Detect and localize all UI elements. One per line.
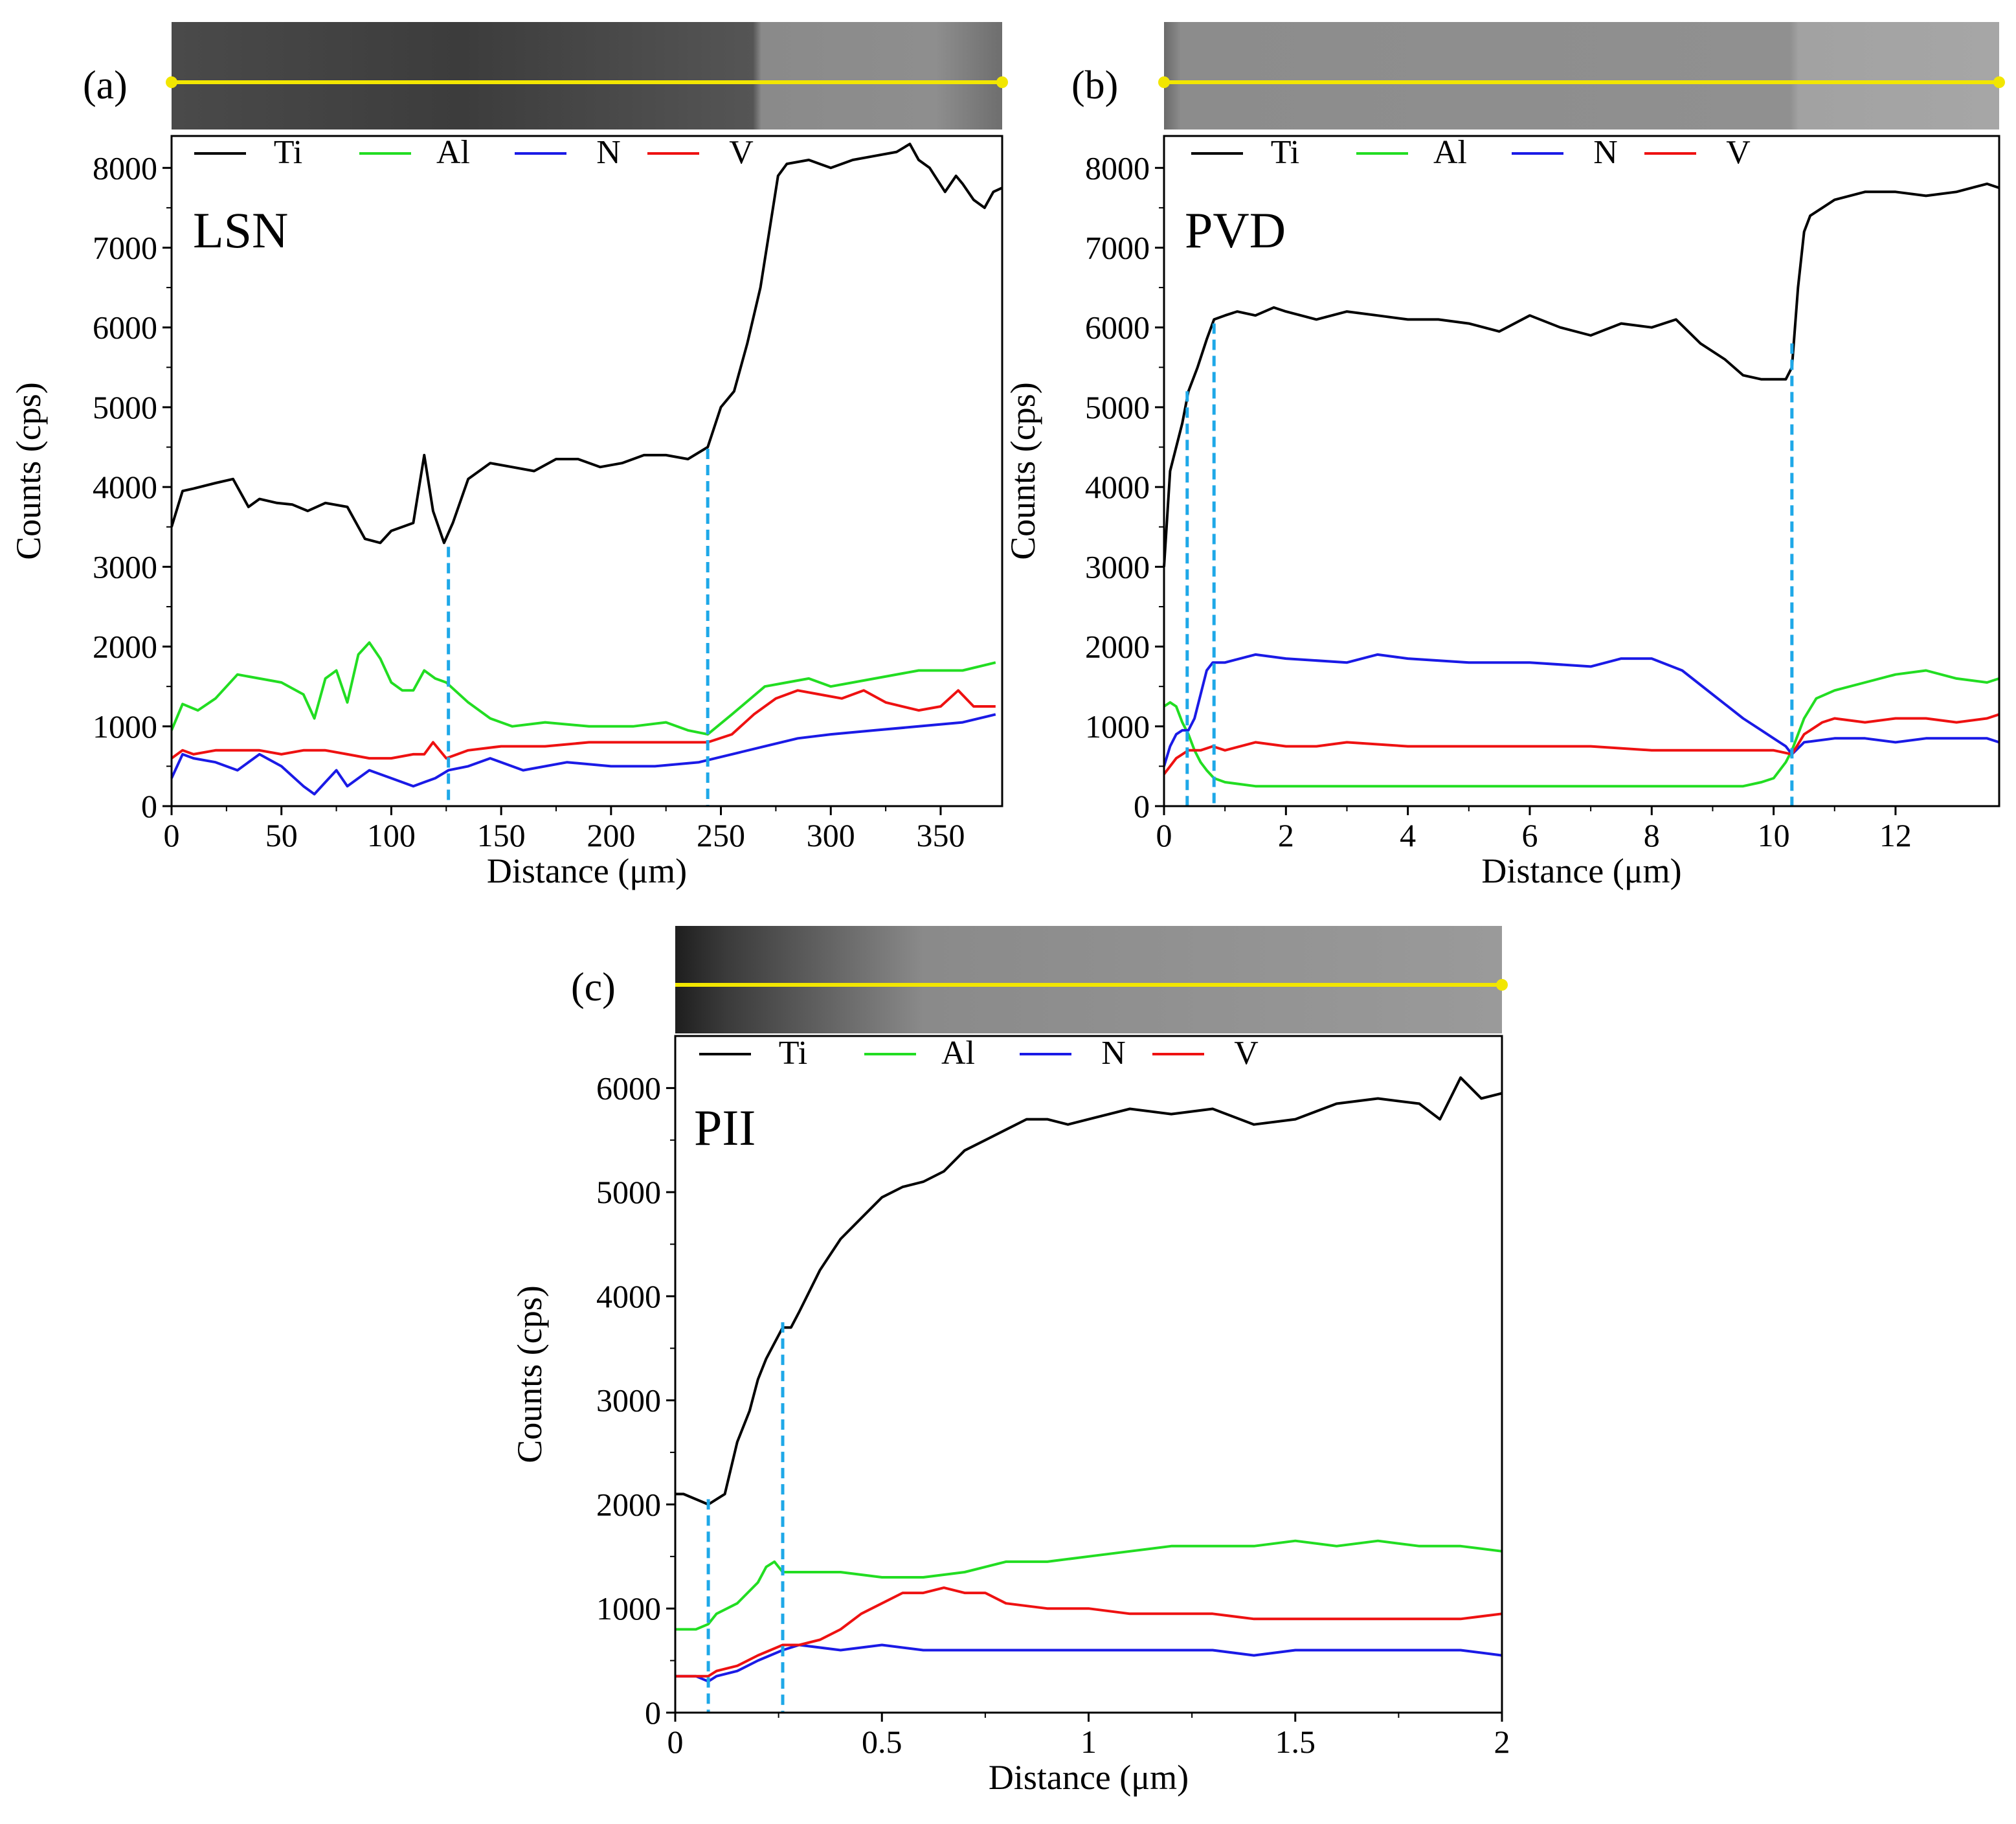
chart-3-series-n — [675, 1643, 1503, 1683]
chart-3-series-ti — [675, 1076, 1503, 1506]
chart-3-legend-label-v: V — [1234, 1035, 1259, 1072]
chart-1-frame — [170, 135, 1003, 807]
panel-a: (a) 0 1000 2000 3000 4000 5000 6000 7000 8000 0 50… — [9, 22, 1008, 890]
chart-2-x-tick-label: 12 — [1879, 817, 1912, 853]
chart-3-y-tick-label: 1000 — [596, 1590, 661, 1627]
chart-1-x-tick-label: 100 — [367, 817, 416, 853]
chart-1-x-tick-label: 150 — [477, 817, 526, 853]
panel-b-sample-label: PVD — [1185, 202, 1286, 258]
panel-c-scan-end — [1496, 979, 1508, 991]
panel-b-scan-end — [1993, 76, 2005, 88]
chart-1-x-tick-label: 200 — [587, 817, 635, 853]
chart-3-y-tick-label: 2000 — [596, 1486, 661, 1522]
chart-2-legend-label-v: V — [1726, 134, 1751, 171]
panel-b-scan-start — [1158, 76, 1170, 88]
chart-2-legend-label-n: N — [1593, 134, 1618, 171]
chart-1-y-tick-label: 7000 — [93, 230, 157, 266]
chart-2-series-n — [1163, 653, 2000, 767]
chart-2-y-tick-label: 3000 — [1085, 548, 1150, 585]
chart-3-legend-label-n: N — [1101, 1035, 1126, 1072]
chart-3-x-axis-label: Distance (μm) — [989, 1758, 1189, 1797]
chart-2-frame — [1163, 135, 2000, 807]
panel-b-label: (b) — [1071, 63, 1118, 107]
panel-a-sample-label: LSN — [193, 202, 288, 258]
chart-2-y-axis-label: Counts (cps) — [1003, 382, 1042, 559]
chart-2-series-ti — [1163, 182, 2000, 567]
chart-2-y-tick-label: 7000 — [1085, 230, 1150, 266]
panel-c-label: (c) — [571, 965, 616, 1009]
chart-1-y-axis-label: Counts (cps) — [9, 382, 48, 559]
chart-1-x-tick-label: 50 — [265, 817, 298, 853]
chart-1-y-tick-label: 2000 — [93, 629, 157, 665]
panel-c-sem-strip — [675, 926, 1502, 1033]
panel-a-label: (a) — [83, 63, 128, 107]
chart-1-x-tick-label: 300 — [807, 817, 855, 853]
chart-3-y-axis-label: Counts (cps) — [510, 1285, 549, 1463]
chart-3-x-tick-label: 1.5 — [1275, 1724, 1316, 1760]
chart-1-legend-label-al: Al — [436, 134, 470, 171]
panel-a-scan-start — [166, 76, 177, 88]
chart-2-series-v — [1163, 713, 2000, 775]
panel-b-plot: 0 1000 2000 3000 4000 5000 6000 7000 8000 0 2 4 6 8 10… — [1003, 134, 2000, 890]
panel-b: (b) 0 1000 2000 3000 4000 5000 6000 7000 8000 0 2 4… — [1003, 22, 2005, 890]
chart-2-legend-label-al: Al — [1433, 134, 1467, 171]
chart-2-y-tick-label: 5000 — [1085, 389, 1150, 425]
chart-2-x-tick-label: 4 — [1400, 817, 1416, 853]
chart-2-y-tick-label: 0 — [1134, 788, 1150, 824]
chart-2-x-tick-label: 0 — [1156, 817, 1172, 853]
chart-2-y-tick-label: 4000 — [1085, 469, 1150, 505]
chart-1-series-v — [170, 689, 996, 760]
chart-1-legend-label-v: V — [729, 134, 754, 171]
chart-1-y-tick-label: 0 — [141, 788, 157, 824]
chart-2-x-tick-label: 10 — [1758, 817, 1790, 853]
panel-a-plot: 0 1000 2000 3000 4000 5000 6000 7000 8000 0 50 100 1… — [9, 134, 1003, 890]
chart-1-x-tick-label: 250 — [697, 817, 745, 853]
chart-3-y-tick-label: 3000 — [596, 1382, 661, 1419]
chart-1-y-tick-label: 8000 — [93, 150, 157, 186]
chart-2-y-tick-label: 2000 — [1085, 629, 1150, 665]
chart-3-series-al — [675, 1539, 1503, 1631]
chart-2-y-tick-label: 1000 — [1085, 708, 1150, 745]
chart-3-y-tick-label: 0 — [645, 1695, 661, 1731]
chart-3-y-tick-label: 4000 — [596, 1278, 661, 1314]
chart-3-x-tick-label: 0 — [667, 1724, 684, 1760]
panel-c: (c) 0 1000 2000 3000 4000 5000 6000 0 0.5 1 1.5 2 Di… — [510, 926, 1510, 1797]
chart-3-frame — [674, 1035, 1503, 1714]
chart-3-legend-label-ti: Ti — [779, 1035, 807, 1072]
chart-2-y-tick-label: 6000 — [1085, 310, 1150, 346]
chart-3-y-tick-label: 6000 — [596, 1070, 661, 1106]
chart-3-y-tick-label: 5000 — [596, 1174, 661, 1210]
panel-c-sample-label: PII — [694, 1099, 756, 1156]
panel-c-plot: 0 1000 2000 3000 4000 5000 6000 0 0.5 1 1.5 2 Distan… — [510, 1035, 1510, 1797]
chart-1-y-tick-label: 5000 — [93, 389, 157, 425]
chart-1-y-tick-label: 6000 — [93, 310, 157, 346]
panel-a-scan-end — [996, 76, 1008, 88]
chart-1-legend-label-ti: Ti — [274, 134, 302, 171]
chart-2-x-tick-label: 8 — [1644, 817, 1660, 853]
chart-2-x-tick-label: 2 — [1278, 817, 1294, 853]
panel-a-sem-strip — [172, 22, 1002, 129]
chart-2-x-axis-label: Distance (μm) — [1481, 851, 1681, 890]
chart-1-x-tick-label: 350 — [916, 817, 965, 853]
chart-2-series-al — [1163, 669, 2000, 788]
chart-1-x-axis-label: Distance (μm) — [487, 851, 687, 890]
chart-1-series-n — [170, 713, 996, 796]
chart-1-series-al — [170, 641, 996, 736]
panel-b-sem-strip — [1164, 22, 1999, 129]
chart-1-legend-label-n: N — [596, 134, 621, 171]
chart-1-y-tick-label: 4000 — [93, 469, 157, 505]
chart-3-x-tick-label: 1 — [1081, 1724, 1097, 1760]
chart-2-x-tick-label: 6 — [1521, 817, 1538, 853]
chart-3-x-tick-label: 2 — [1494, 1724, 1510, 1760]
chart-1-series-ti — [170, 142, 1003, 545]
chart-3-series-v — [675, 1586, 1503, 1678]
chart-1-y-tick-label: 1000 — [93, 708, 157, 745]
chart-2-y-tick-label: 8000 — [1085, 150, 1150, 186]
chart-2-legend-label-ti: Ti — [1271, 134, 1299, 171]
chart-1-x-tick-label: 0 — [164, 817, 180, 853]
chart-3-x-tick-label: 0.5 — [862, 1724, 902, 1760]
chart-3-legend-label-al: Al — [941, 1035, 975, 1072]
chart-1-y-tick-label: 3000 — [93, 548, 157, 585]
